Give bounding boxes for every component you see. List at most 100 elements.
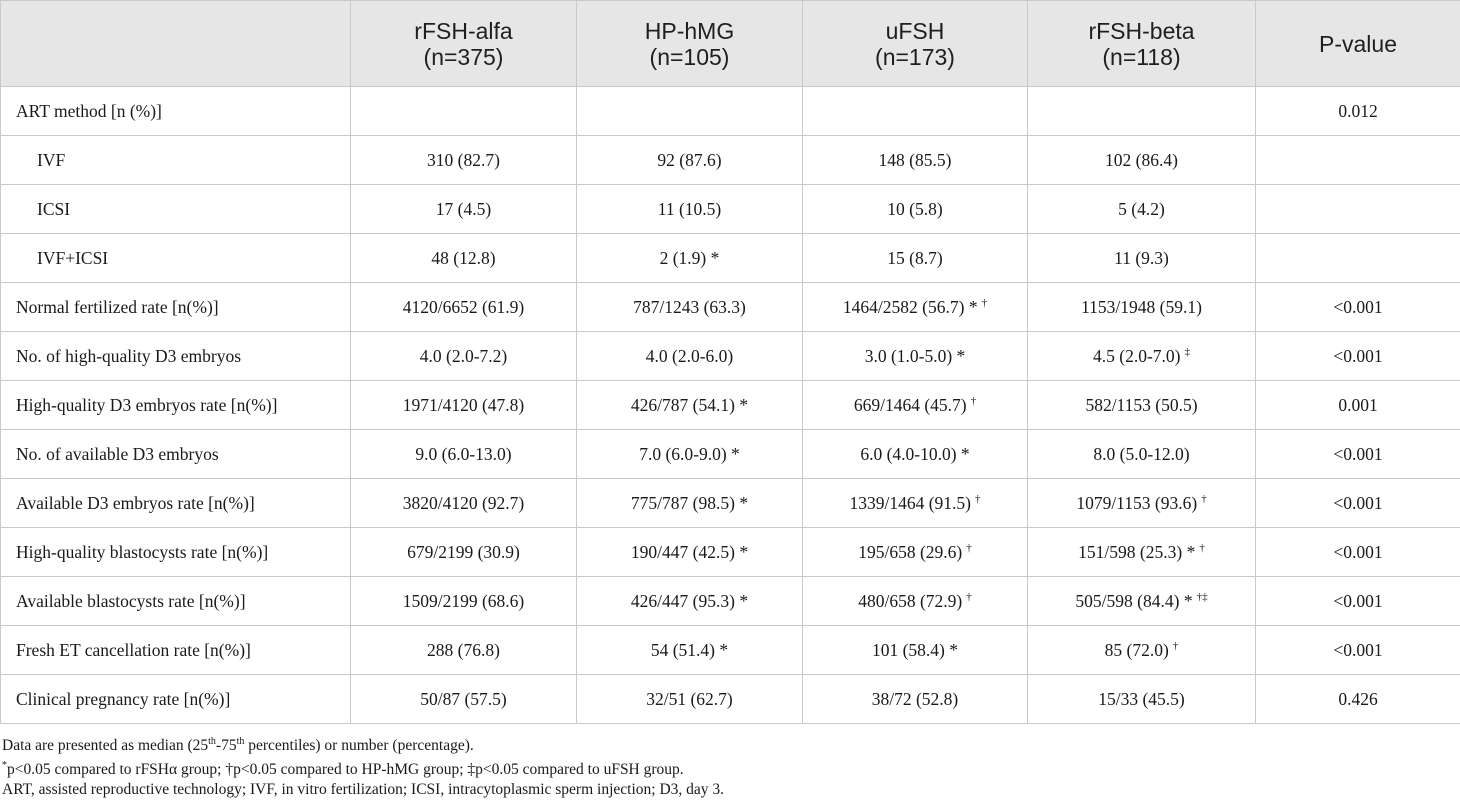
- data-cell: 2 (1.9) *: [577, 234, 803, 283]
- data-cell: 1971/4120 (47.8): [351, 381, 577, 430]
- footnote-significance: *p<0.05 compared to rFSHα group; †p<0.05…: [2, 756, 1460, 780]
- results-table: rFSH-alfa(n=375) HP-hMG(n=105) uFSH(n=17…: [0, 0, 1460, 724]
- p-value-cell: <0.001: [1256, 479, 1460, 528]
- significance-marker: †: [975, 493, 981, 505]
- data-cell: 4.0 (2.0-7.2): [351, 332, 577, 381]
- cell-value: 480/658 (72.9): [858, 591, 962, 611]
- header-cell-label: [1, 1, 351, 87]
- row-label: No. of high-quality D3 embryos: [1, 332, 351, 381]
- cell-value: 85 (72.0): [1105, 640, 1169, 660]
- cell-value: 426/787 (54.1) *: [631, 395, 748, 415]
- data-cell: 190/447 (42.5) *: [577, 528, 803, 577]
- data-cell: 92 (87.6): [577, 136, 803, 185]
- data-cell: 54 (51.4) *: [577, 626, 803, 675]
- cell-value: 190/447 (42.5) *: [631, 542, 748, 562]
- p-value-cell: [1256, 136, 1460, 185]
- cell-value: 151/598 (25.3) *: [1078, 542, 1195, 562]
- cell-value: 48 (12.8): [431, 248, 495, 268]
- cell-value: 775/787 (98.5) *: [631, 493, 748, 513]
- p-value-cell: <0.001: [1256, 283, 1460, 332]
- data-cell: 8.0 (5.0-12.0): [1028, 430, 1256, 479]
- data-cell: 4.0 (2.0-6.0): [577, 332, 803, 381]
- data-cell: 3820/4120 (92.7): [351, 479, 577, 528]
- cell-value: 2 (1.9) *: [660, 248, 720, 268]
- p-value-cell: <0.001: [1256, 577, 1460, 626]
- header-group-name: rFSH-alfa: [351, 18, 576, 44]
- cell-value: 3820/4120 (92.7): [403, 493, 525, 513]
- data-cell: 32/51 (62.7): [577, 675, 803, 724]
- data-cell: 15/33 (45.5): [1028, 675, 1256, 724]
- data-cell: 1464/2582 (56.7) * †: [803, 283, 1028, 332]
- header-cell-ufsh: uFSH(n=173): [803, 1, 1028, 87]
- header-cell-rfsh-alfa: rFSH-alfa(n=375): [351, 1, 577, 87]
- significance-marker: †: [1201, 493, 1207, 505]
- table-row: High-quality blastocysts rate [n(%)]679/…: [1, 528, 1460, 577]
- table-row: Normal fertilized rate [n(%)]4120/6652 (…: [1, 283, 1460, 332]
- table-row: Fresh ET cancellation rate [n(%)] 288 (76…: [1, 626, 1460, 675]
- cell-value: 582/1153 (50.5): [1085, 395, 1197, 415]
- cell-value: 5 (4.2): [1118, 199, 1165, 219]
- data-cell: 480/658 (72.9)†: [803, 577, 1028, 626]
- footnotes: Data are presented as median (25th-75th …: [0, 724, 1460, 800]
- significance-marker: †: [966, 542, 972, 554]
- cell-value: 1971/4120 (47.8): [403, 395, 525, 415]
- data-cell: 1153/1948 (59.1): [1028, 283, 1256, 332]
- p-value-cell: 0.426: [1256, 675, 1460, 724]
- cell-value: 787/1243 (63.3): [633, 297, 746, 317]
- data-cell: [351, 87, 577, 136]
- data-cell: 787/1243 (63.3): [577, 283, 803, 332]
- p-value-cell: [1256, 185, 1460, 234]
- data-cell: 1079/1153 (93.6)†: [1028, 479, 1256, 528]
- significance-marker: †: [971, 395, 977, 407]
- data-cell: 101 (58.4) *: [803, 626, 1028, 675]
- cell-value: 7.0 (6.0-9.0) *: [639, 444, 740, 464]
- header-row: rFSH-alfa(n=375) HP-hMG(n=105) uFSH(n=17…: [1, 1, 1460, 87]
- significance-marker: †: [982, 297, 988, 309]
- cell-value: 15 (8.7): [887, 248, 942, 268]
- data-cell: 148 (85.5): [803, 136, 1028, 185]
- cell-value: 11 (9.3): [1114, 248, 1169, 268]
- data-cell: 669/1464 (45.7)†: [803, 381, 1028, 430]
- cell-value: 3.0 (1.0-5.0) *: [865, 346, 966, 366]
- header-group-count: (n=173): [803, 44, 1027, 70]
- row-label: Normal fertilized rate [n(%)]: [1, 283, 351, 332]
- p-value-cell: 0.012: [1256, 87, 1460, 136]
- row-label: ICSI: [1, 185, 351, 234]
- row-label: IVF+ICSI: [1, 234, 351, 283]
- cell-value: 505/598 (84.4) *: [1075, 591, 1192, 611]
- data-cell: 679/2199 (30.9): [351, 528, 577, 577]
- header-group-count: (n=375): [351, 44, 576, 70]
- data-cell: 11 (9.3): [1028, 234, 1256, 283]
- cell-value: 38/72 (52.8): [872, 689, 959, 709]
- cell-value: 1464/2582 (56.7) *: [843, 297, 978, 317]
- data-cell: 505/598 (84.4) *†‡: [1028, 577, 1256, 626]
- data-cell: 102 (86.4): [1028, 136, 1256, 185]
- cell-value: 50/87 (57.5): [420, 689, 507, 709]
- header-group-name: uFSH: [803, 18, 1027, 44]
- data-cell: [1028, 87, 1256, 136]
- data-cell: [577, 87, 803, 136]
- significance-marker: ‡: [1184, 346, 1190, 358]
- data-cell: 288 (76.8): [351, 626, 577, 675]
- cell-value: 15/33 (45.5): [1098, 689, 1185, 709]
- cell-value: 426/447 (95.3) *: [631, 591, 748, 611]
- cell-value: 54 (51.4) *: [651, 640, 728, 660]
- cell-value: 4.0 (2.0-6.0): [646, 346, 733, 366]
- cell-value: 195/658 (29.6): [858, 542, 962, 562]
- cell-value: 288 (76.8): [427, 640, 500, 660]
- data-cell: 1509/2199 (68.6): [351, 577, 577, 626]
- cell-value: 148 (85.5): [879, 150, 952, 170]
- data-cell: 7.0 (6.0-9.0) *: [577, 430, 803, 479]
- table-row: ART method [n (%)]0.012: [1, 87, 1460, 136]
- cell-value: 102 (86.4): [1105, 150, 1178, 170]
- data-cell: [803, 87, 1028, 136]
- table-row: High-quality D3 embryos rate [n(%)]1971/…: [1, 381, 1460, 430]
- footnote-data-presentation: Data are presented as median (25th-75th …: [2, 732, 1460, 756]
- row-label: Fresh ET cancellation rate [n(%)]: [1, 626, 351, 675]
- significance-marker: †: [1199, 542, 1205, 554]
- cell-value: 11 (10.5): [658, 199, 722, 219]
- cell-value: 4.5 (2.0-7.0): [1093, 346, 1180, 366]
